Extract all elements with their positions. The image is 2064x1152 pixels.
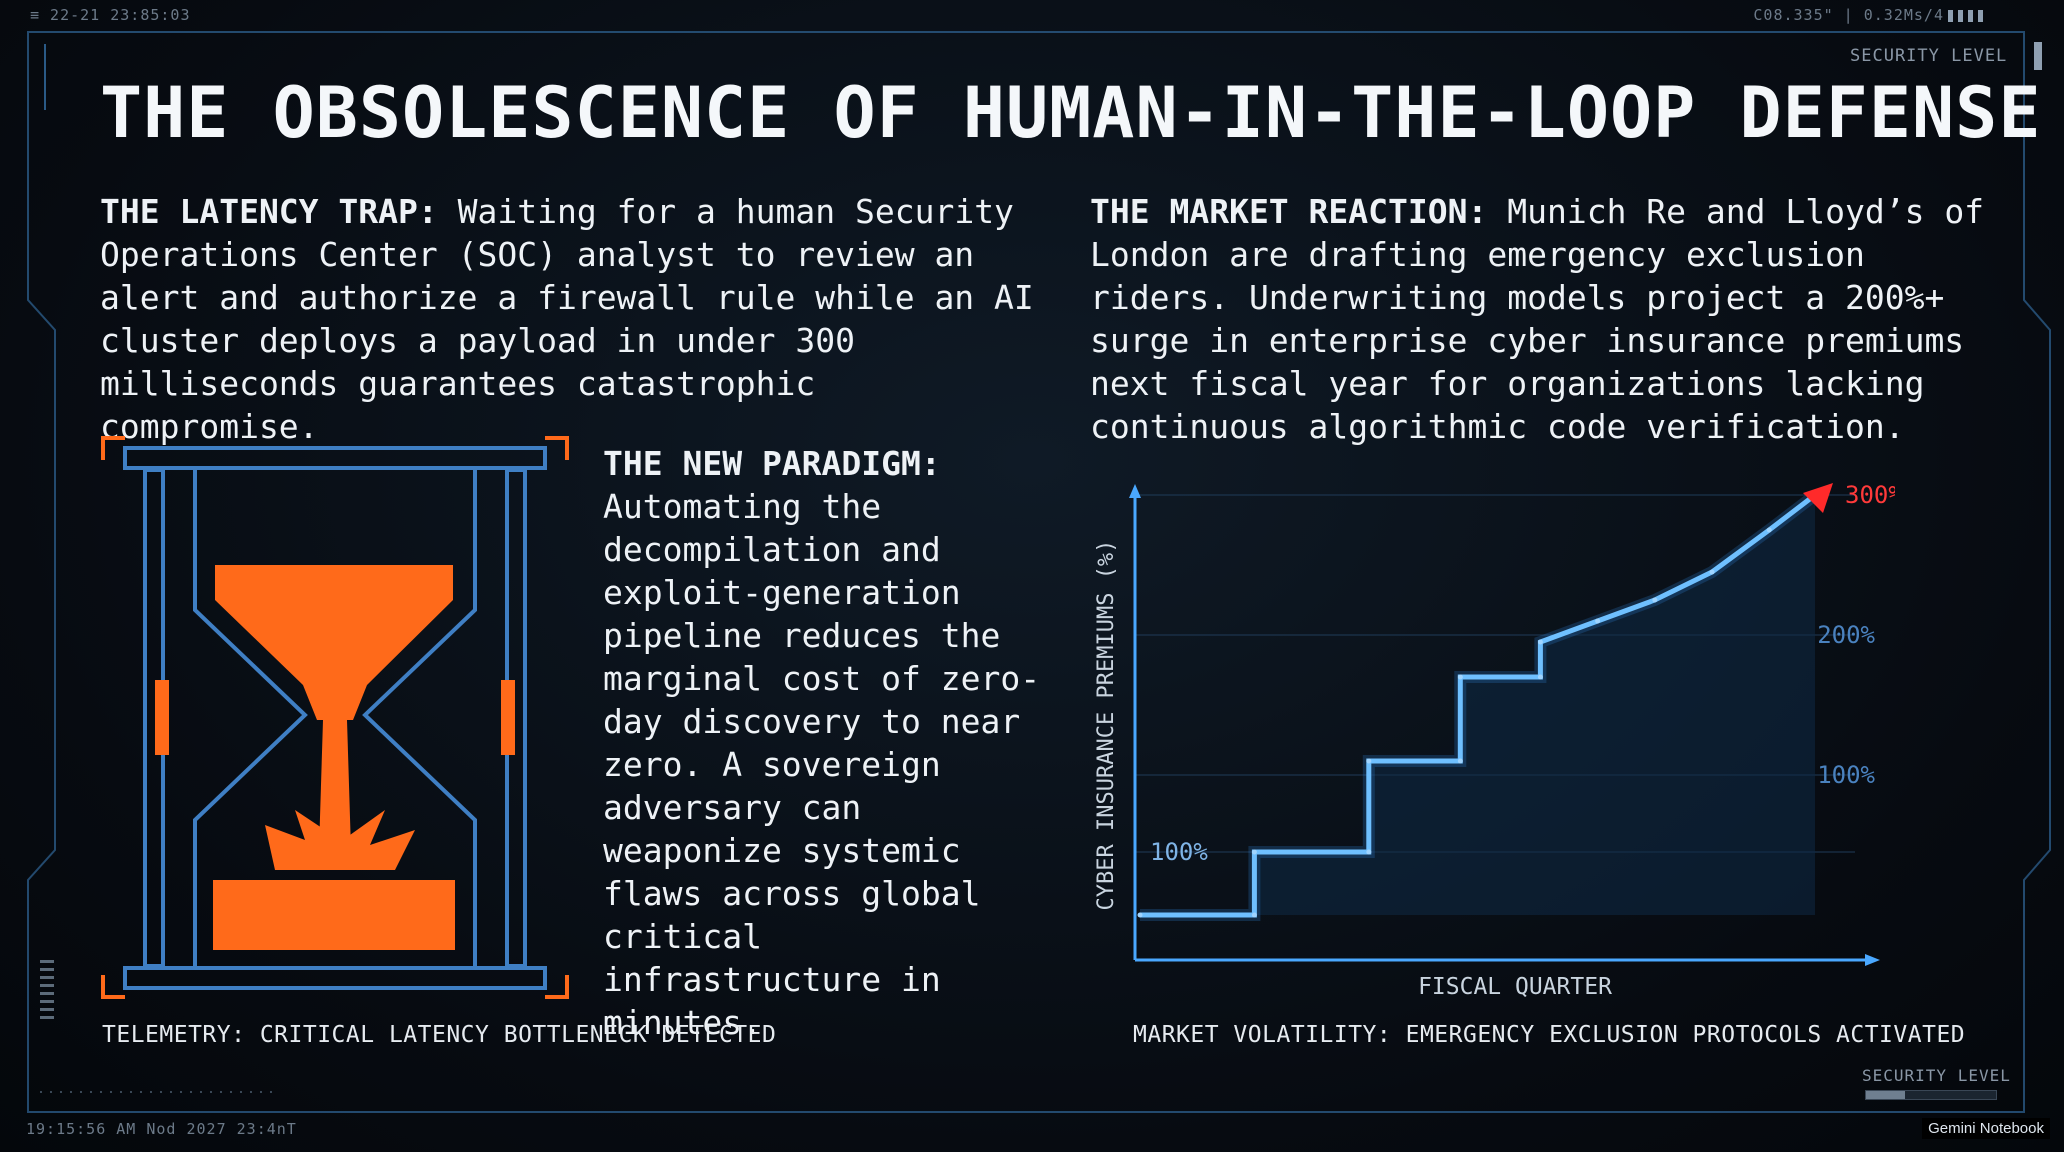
latency-trap-heading: THE LATENCY TRAP:: [100, 192, 438, 231]
page-title: THE OBSOLESCENCE OF HUMAN-IN-THE-LOOP DE…: [100, 72, 2042, 154]
chart-point: [1457, 674, 1463, 680]
status-readout-top: C08.335" | 0.32Ms/4: [1753, 6, 1944, 24]
chart-y-axis-arrow: [1129, 484, 1141, 498]
status-timestamp-bottom: 19:15:56 AM Nod 2027 23:4nT: [26, 1120, 297, 1138]
chart-point: [1366, 758, 1372, 764]
chart-x-axis-arrow: [1865, 954, 1880, 966]
chart-point: [1595, 618, 1601, 624]
new-paradigm-heading: THE NEW PARADIGM:: [603, 444, 941, 483]
new-paradigm-paragraph: THE NEW PARADIGM: Automating the decompil…: [603, 442, 1053, 1044]
brand-watermark: Gemini Notebook: [1922, 1118, 2050, 1139]
chart-ytick-label: 100%: [1817, 761, 1875, 789]
status-timestamp-top: ≡ 22-21 23:85:03: [30, 6, 191, 24]
security-level-bar: [1865, 1090, 1997, 1100]
security-level-label-top: SECURITY LEVEL: [1850, 46, 2008, 66]
market-reaction-paragraph: THE MARKET REACTION: Munich Re and Lloyd…: [1090, 190, 2010, 448]
hourglass-illustration: [101, 436, 569, 999]
market-volatility-caption: MARKET VOLATILITY: EMERGENCY EXCLUSION P…: [1133, 1022, 1966, 1048]
new-paradigm-body: Automating the decompilation and exploit…: [603, 487, 1041, 1042]
chart-point: [1766, 527, 1772, 533]
chart-start-label: 100%: [1150, 838, 1208, 866]
security-level-label-bottom: SECURITY LEVEL: [1862, 1066, 2011, 1085]
market-reaction-heading: THE MARKET REACTION:: [1090, 192, 1488, 231]
chart-series-line: [1140, 493, 1817, 918]
chart-point: [1652, 597, 1658, 603]
chart-point: [1537, 639, 1543, 645]
chart-point: [1457, 758, 1463, 764]
chart-area: [1140, 495, 1815, 915]
chart-x-axis-label: FISCAL QUARTER: [1418, 974, 1612, 1000]
chart-y-axis-label: CYBER INSURANCE PREMIUMS (%): [1094, 540, 1119, 911]
premium-chart: 100% 300%+ 100% 200% FISCAL QUARTER CYBE…: [1094, 481, 1895, 1000]
chart-point: [1137, 912, 1143, 918]
chart-ytick-label: 200%: [1817, 621, 1875, 649]
chart-point: [1366, 849, 1372, 855]
market-reaction-body: Munich Re and Lloyd’s of London are draf…: [1090, 192, 1985, 446]
telemetry-caption: TELEMETRY: CRITICAL LATENCY BOTTLENECK D…: [102, 1022, 777, 1048]
chart-point: [1251, 912, 1257, 918]
chart-point: [1251, 849, 1257, 855]
chart-end-arrow: [1803, 483, 1833, 513]
latency-trap-paragraph: THE LATENCY TRAP: Waiting for a human Se…: [100, 190, 1045, 448]
chart-point: [1537, 674, 1543, 680]
security-level-fill: [1866, 1091, 1905, 1099]
chart-point: [1709, 569, 1715, 575]
latency-trap-body: Waiting for a human Security Operations …: [100, 192, 1034, 446]
chart-end-label: 300%+: [1845, 481, 1895, 509]
